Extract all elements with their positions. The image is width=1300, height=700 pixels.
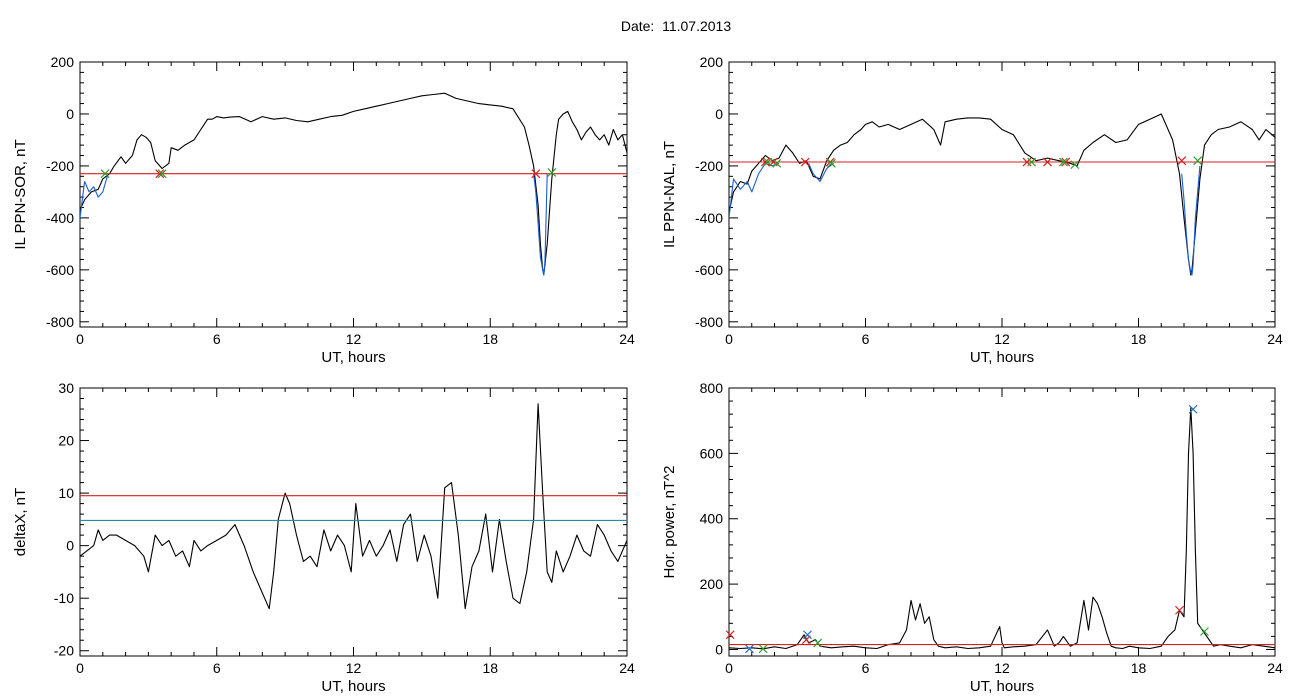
data-marker bbox=[1177, 156, 1187, 166]
y-tick-label: 0 bbox=[66, 538, 74, 554]
x-axis-label: UT, hours bbox=[321, 678, 385, 695]
data-marker bbox=[157, 169, 167, 179]
series-line bbox=[729, 113, 1275, 276]
data-marker bbox=[1043, 157, 1052, 167]
x-axis-label: UT, hours bbox=[321, 349, 385, 366]
plot-frame bbox=[728, 387, 1276, 657]
x-tick-label: 0 bbox=[725, 331, 733, 347]
x-tick-label: 6 bbox=[213, 660, 221, 676]
plot-frame bbox=[79, 61, 628, 328]
y-tick-label: 200 bbox=[700, 576, 724, 592]
x-tick-label: 24 bbox=[619, 660, 635, 676]
plot-data bbox=[729, 113, 1275, 276]
x-tick-label: 6 bbox=[862, 660, 870, 676]
x-axis-label: UT, hours bbox=[970, 349, 1034, 366]
data-marker bbox=[813, 638, 823, 648]
data-marker bbox=[155, 169, 165, 179]
x-tick-label: 0 bbox=[76, 331, 84, 347]
x-tick-label: 24 bbox=[1267, 331, 1283, 347]
data-marker bbox=[1193, 156, 1203, 166]
y-tick-label: -400 bbox=[695, 210, 723, 226]
data-marker bbox=[760, 157, 770, 167]
plot-data bbox=[80, 403, 627, 610]
data-marker bbox=[800, 157, 810, 167]
panel-il-sor: 0 6 12 18 24 -800 -600 -400 -200 0 200 UT, hours IL … bbox=[12, 54, 635, 366]
data-marker bbox=[1027, 157, 1036, 167]
y-tick-label: -800 bbox=[695, 314, 723, 330]
y-axis-label: IL PPN-SOR, nT bbox=[12, 139, 29, 249]
series-line bbox=[80, 403, 627, 610]
y-tick-label: 20 bbox=[58, 433, 74, 449]
y-tick-label: -400 bbox=[46, 210, 74, 226]
data-marker bbox=[100, 169, 110, 179]
series-line bbox=[808, 162, 834, 183]
y-tick-label: 600 bbox=[700, 445, 724, 461]
x-tick-label: 6 bbox=[862, 331, 870, 347]
y-axis-label: Hor. power, nT^2 bbox=[661, 466, 678, 579]
series-line bbox=[729, 162, 780, 218]
y-tick-label: 200 bbox=[51, 54, 75, 70]
y-tick-label: -600 bbox=[695, 262, 723, 278]
series-line bbox=[533, 173, 548, 276]
series-line bbox=[80, 176, 108, 218]
y-tick-label: 800 bbox=[700, 380, 724, 396]
data-marker bbox=[826, 158, 836, 168]
x-tick-label: 18 bbox=[482, 660, 498, 676]
y-tick-label: 30 bbox=[58, 380, 74, 396]
series-line bbox=[80, 92, 627, 276]
x-tick-label: 18 bbox=[1131, 331, 1147, 347]
series-line bbox=[729, 407, 1275, 650]
y-tick-label: -200 bbox=[46, 158, 74, 174]
x-tick-label: 18 bbox=[482, 331, 498, 347]
plot-data bbox=[80, 92, 627, 276]
x-tick-label: 24 bbox=[619, 331, 635, 347]
x-tick-label: 6 bbox=[213, 331, 221, 347]
data-marker bbox=[1188, 404, 1198, 414]
y-tick-label: -20 bbox=[54, 643, 74, 659]
data-marker bbox=[1070, 160, 1080, 170]
plot-data bbox=[729, 407, 1275, 650]
y-axis-label: IL PPN-NAL, nT bbox=[661, 141, 678, 248]
data-marker bbox=[1175, 605, 1184, 615]
panel-deltax: 0 6 12 18 24 -20 -10 0 10 20 30 UT, hours deltaX, nT bbox=[12, 380, 635, 695]
y-tick-label: -200 bbox=[695, 158, 723, 174]
x-axis-label: UT, hours bbox=[970, 678, 1034, 695]
data-marker bbox=[1061, 157, 1071, 167]
data-marker bbox=[803, 630, 812, 640]
data-marker bbox=[758, 644, 768, 654]
y-axis-label: deltaX, nT bbox=[12, 488, 29, 556]
data-marker bbox=[547, 167, 557, 177]
x-tick-label: 0 bbox=[76, 660, 84, 676]
y-tick-label: 400 bbox=[700, 511, 724, 527]
y-tick-label: 0 bbox=[715, 106, 723, 122]
series-line bbox=[1181, 165, 1201, 276]
data-marker bbox=[1200, 627, 1209, 636]
y-tick-label: -10 bbox=[54, 590, 74, 606]
plot-frame bbox=[728, 61, 1276, 328]
data-marker bbox=[725, 630, 735, 640]
data-marker bbox=[1059, 157, 1068, 167]
data-marker bbox=[531, 169, 541, 179]
plot-frame bbox=[79, 387, 628, 657]
y-tick-label: 0 bbox=[715, 641, 723, 657]
figure-title: Date: 11.07.2013 bbox=[620, 18, 732, 34]
y-tick-label: 200 bbox=[700, 54, 724, 70]
data-marker bbox=[745, 644, 754, 654]
y-tick-label: 10 bbox=[58, 485, 74, 501]
data-marker bbox=[763, 157, 773, 167]
x-tick-label: 12 bbox=[346, 331, 362, 347]
data-marker bbox=[772, 158, 782, 168]
x-tick-label: 12 bbox=[346, 660, 362, 676]
panel-il-nal: 0 6 12 18 24 -800 -600 -400 -200 0 200 UT, hours IL … bbox=[661, 54, 1283, 366]
y-tick-label: -600 bbox=[46, 262, 74, 278]
y-tick-label: -800 bbox=[46, 314, 74, 330]
x-tick-label: 12 bbox=[994, 660, 1010, 676]
x-tick-label: 12 bbox=[994, 331, 1010, 347]
y-tick-label: 0 bbox=[66, 106, 74, 122]
x-tick-label: 24 bbox=[1267, 660, 1283, 676]
x-tick-label: 0 bbox=[725, 660, 733, 676]
x-tick-label: 18 bbox=[1131, 660, 1147, 676]
panel-hor-power: 0 6 12 18 24 0 200 400 600 800 UT, hours Hor. power… bbox=[661, 380, 1283, 695]
